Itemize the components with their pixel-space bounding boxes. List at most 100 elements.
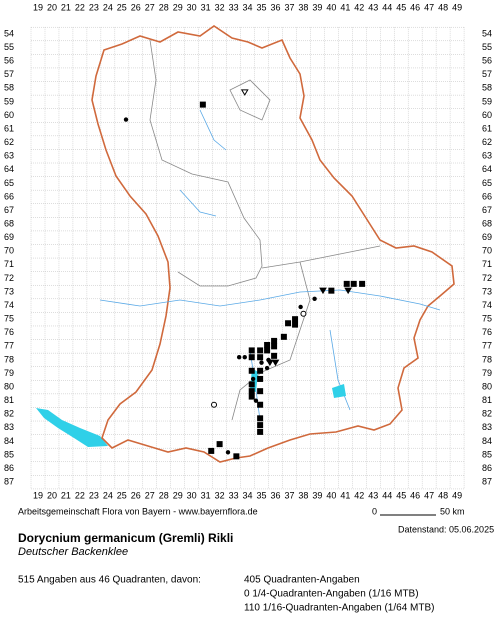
scale-end: 50 km — [440, 506, 465, 516]
row-label: 81 — [4, 395, 14, 405]
row-label: 61 — [4, 123, 14, 133]
row-label: 72 — [482, 273, 492, 283]
row-label: 77 — [482, 341, 492, 351]
column-label: 37 — [284, 2, 294, 12]
rivers — [99, 109, 441, 421]
marker-square — [343, 280, 350, 287]
column-label: 29 — [173, 490, 183, 500]
row-label: 57 — [4, 69, 14, 79]
row-label: 75 — [482, 314, 492, 324]
marker-square — [328, 287, 335, 294]
row-label: 55 — [482, 42, 492, 52]
row-label: 68 — [4, 218, 14, 228]
marker-square — [208, 447, 215, 454]
column-label: 40 — [326, 2, 336, 12]
row-label: 67 — [482, 205, 492, 215]
row-label: 60 — [4, 110, 14, 120]
row-label: 80 — [4, 381, 14, 391]
date: Datenstand: 05.06.2025 — [398, 524, 494, 534]
row-label: 82 — [482, 409, 492, 419]
row-label: 57 — [482, 69, 492, 79]
column-label: 40 — [326, 490, 336, 500]
marker-square — [257, 354, 264, 361]
marker-triangle — [344, 287, 353, 295]
row-label: 62 — [482, 137, 492, 147]
column-label: 28 — [159, 2, 169, 12]
marker-square — [199, 101, 206, 108]
marker-square — [271, 343, 278, 350]
column-label: 33 — [229, 2, 239, 12]
row-label: 73 — [4, 286, 14, 296]
row-label: 56 — [4, 56, 14, 66]
marker-dot — [225, 450, 231, 455]
column-label: 27 — [145, 2, 155, 12]
row-label: 77 — [4, 341, 14, 351]
row-label: 74 — [4, 300, 14, 310]
column-label: 35 — [257, 490, 267, 500]
column-label: 47 — [424, 2, 434, 12]
column-label: 35 — [257, 2, 267, 12]
row-label: 58 — [4, 83, 14, 93]
column-label: 20 — [47, 490, 57, 500]
marker-square — [257, 422, 264, 429]
subtitle: Deutscher Backenklee — [18, 546, 128, 558]
row-label: 66 — [4, 191, 14, 201]
row-label: 54 — [482, 28, 492, 38]
lake-constance — [36, 408, 108, 447]
row-label: 75 — [4, 314, 14, 324]
column-label: 23 — [89, 2, 99, 12]
column-label: 26 — [131, 2, 141, 12]
marker-square — [292, 321, 299, 328]
scale-start: 0 — [372, 506, 377, 516]
column-label: 22 — [75, 490, 85, 500]
marker-dot — [298, 304, 303, 310]
column-label: 45 — [396, 2, 406, 12]
row-label: 67 — [4, 205, 14, 215]
row-label: 81 — [482, 395, 492, 405]
marker-square — [280, 333, 287, 340]
column-label: 38 — [298, 490, 308, 500]
column-label: 21 — [61, 2, 71, 12]
marker-square — [257, 375, 264, 382]
column-label: 21 — [61, 490, 71, 500]
marker-square — [257, 347, 264, 354]
marker-triangle — [271, 359, 280, 367]
column-label: 33 — [229, 490, 239, 500]
column-label: 28 — [159, 490, 169, 500]
grid — [30, 26, 465, 490]
marker-square — [271, 337, 278, 344]
marker-square — [248, 381, 255, 388]
column-label: 46 — [410, 2, 420, 12]
row-label: 78 — [4, 354, 14, 364]
row-label: 62 — [4, 137, 14, 147]
marker-square — [257, 401, 264, 408]
column-label: 39 — [312, 490, 322, 500]
column-label: 41 — [340, 2, 350, 12]
row-label: 68 — [482, 218, 492, 228]
column-label: 31 — [201, 2, 211, 12]
column-label: 19 — [33, 490, 43, 500]
row-label: 86 — [4, 463, 14, 473]
row-label: 56 — [482, 56, 492, 66]
marker-circle — [300, 310, 307, 317]
row-label: 65 — [4, 178, 14, 188]
marker-square — [257, 367, 264, 374]
column-label: 49 — [452, 2, 462, 12]
marker-square — [248, 354, 255, 361]
row-label: 70 — [482, 246, 492, 256]
marker-dot — [123, 117, 129, 122]
row-label: 86 — [482, 463, 492, 473]
marker-dot — [259, 360, 264, 365]
row-label: 64 — [482, 164, 492, 174]
row-label: 83 — [4, 422, 14, 432]
marker-dot — [253, 398, 259, 403]
column-label: 42 — [354, 490, 364, 500]
column-label: 34 — [243, 490, 253, 500]
marker-triangle — [266, 359, 274, 367]
column-label: 24 — [103, 2, 113, 12]
row-label: 54 — [4, 28, 14, 38]
column-label: 25 — [117, 490, 127, 500]
column-label: 36 — [270, 490, 280, 500]
row-label: 76 — [482, 327, 492, 337]
